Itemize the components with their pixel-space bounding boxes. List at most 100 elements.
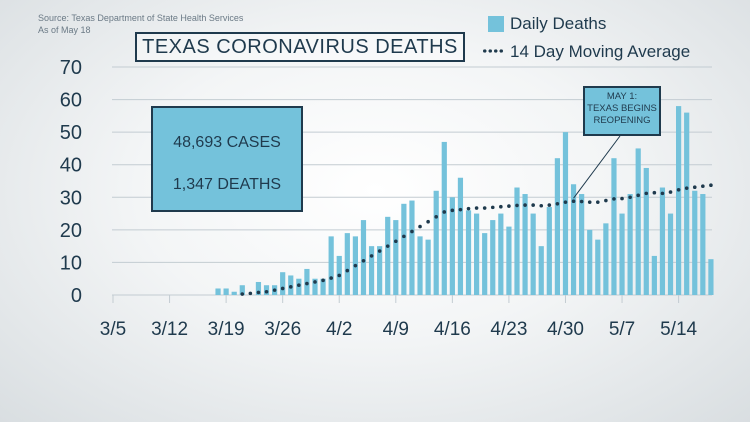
moving-average-point [305,281,309,286]
legend-dot-swatch [482,48,504,54]
moving-average-point [684,186,689,190]
daily-death-bar [579,194,585,295]
daily-death-bar [595,239,601,295]
daily-death-bar [377,246,383,295]
moving-average-point [240,292,245,296]
daily-death-bar [280,272,286,295]
moving-average-point [701,184,705,189]
moving-average-point [547,203,552,207]
daily-death-bar [417,236,423,295]
x-tick-label: 3/12 [151,319,188,340]
daily-death-bar [530,213,536,295]
moving-average-point [644,191,649,196]
y-tick-label: 40 [60,155,82,177]
y-tick-label: 60 [60,90,82,112]
y-tick-label: 50 [60,122,82,144]
daily-death-bar [385,216,391,295]
daily-death-bar [441,141,447,295]
y-axis-ticks: 0 10 20 30 40 50 60 70 [60,57,82,307]
x-tick-label: 4/2 [326,319,352,340]
daily-death-bar [223,288,229,295]
daily-death-bar [700,194,706,295]
daily-death-bar [449,197,455,295]
moving-average-point [709,183,713,188]
daily-death-bar [514,187,520,295]
legend-label-daily-deaths: Daily Deaths [510,14,607,33]
moving-average-point [587,200,592,204]
moving-average-point [361,259,366,263]
moving-average-point [450,208,455,213]
moving-average-point [369,254,374,258]
daily-death-bar [562,132,569,295]
moving-average-series [240,183,713,296]
daily-death-bar [643,167,649,295]
annotation-leader-line [573,135,621,199]
moving-average-point [280,286,285,291]
daily-death-bar [692,190,698,295]
x-tick-label: 4/9 [383,319,409,340]
moving-average-point [596,200,600,204]
daily-death-bar [490,220,496,295]
moving-average-point [571,199,576,203]
reopening-annotation: MAY 1: TEXAS BEGINS REOPENING [583,86,661,136]
daily-death-bar [344,233,350,295]
daily-death-bar [667,213,674,295]
annotation-line-1: MAY 1: [606,91,638,102]
moving-average-point [507,204,511,208]
daily-death-bar [538,246,544,295]
moving-average-point [426,219,430,224]
moving-average-point [458,207,463,212]
moving-average-point [604,198,608,203]
annotation-line-2: TEXAS BEGINS [587,103,657,114]
legend-bar-swatch [488,16,504,32]
daily-death-bar [231,291,237,295]
x-tick-label: 4/16 [434,319,471,340]
daily-death-bar [401,203,407,295]
daily-death-bar [659,187,666,295]
moving-average-point [539,203,544,208]
moving-average-point [394,239,398,244]
moving-average-point [563,200,568,204]
moving-average-point [620,196,624,201]
daily-death-bar [368,246,375,295]
x-tick-label: 5/14 [660,319,697,340]
moving-average-point [531,203,535,207]
daily-death-bar [328,236,334,295]
daily-death-bar [239,285,245,295]
moving-average-point [660,191,665,196]
moving-average-point [313,280,317,284]
moving-average-point [329,276,333,280]
moving-average-point [272,288,277,292]
y-tick-label: 30 [60,187,82,209]
moving-average-point [490,205,495,210]
x-tick-label: 4/30 [547,319,584,340]
moving-average-point [385,244,390,248]
y-tick-label: 10 [60,252,82,274]
daily-death-bar [255,281,262,295]
daily-death-bar [627,194,633,295]
daily-death-bar [506,226,512,295]
daily-death-bar [570,184,577,295]
moving-average-point [652,190,657,195]
daily-death-bar [474,213,480,295]
daily-death-bar [393,220,399,295]
daily-death-bar [554,158,560,295]
moving-average-point [264,289,269,294]
x-tick-label: 3/19 [208,319,245,340]
annotation-line-3: REOPENING [593,115,651,126]
y-tick-label: 0 [71,285,82,307]
daily-death-bar [587,229,593,295]
moving-average-point [579,199,584,204]
daily-death-bar [651,255,657,295]
moving-average-point [442,210,447,214]
daily-death-bar [498,213,504,295]
daily-death-bar [360,220,367,295]
daily-death-bar [635,148,641,295]
moving-average-point [523,203,527,207]
daily-death-bar [457,177,464,295]
moving-average-point [345,268,350,273]
daily-death-bar [603,223,609,295]
moving-average-point [499,204,503,209]
source-text: Source: Texas Department of State Health… [38,13,244,23]
moving-average-point [482,206,487,210]
